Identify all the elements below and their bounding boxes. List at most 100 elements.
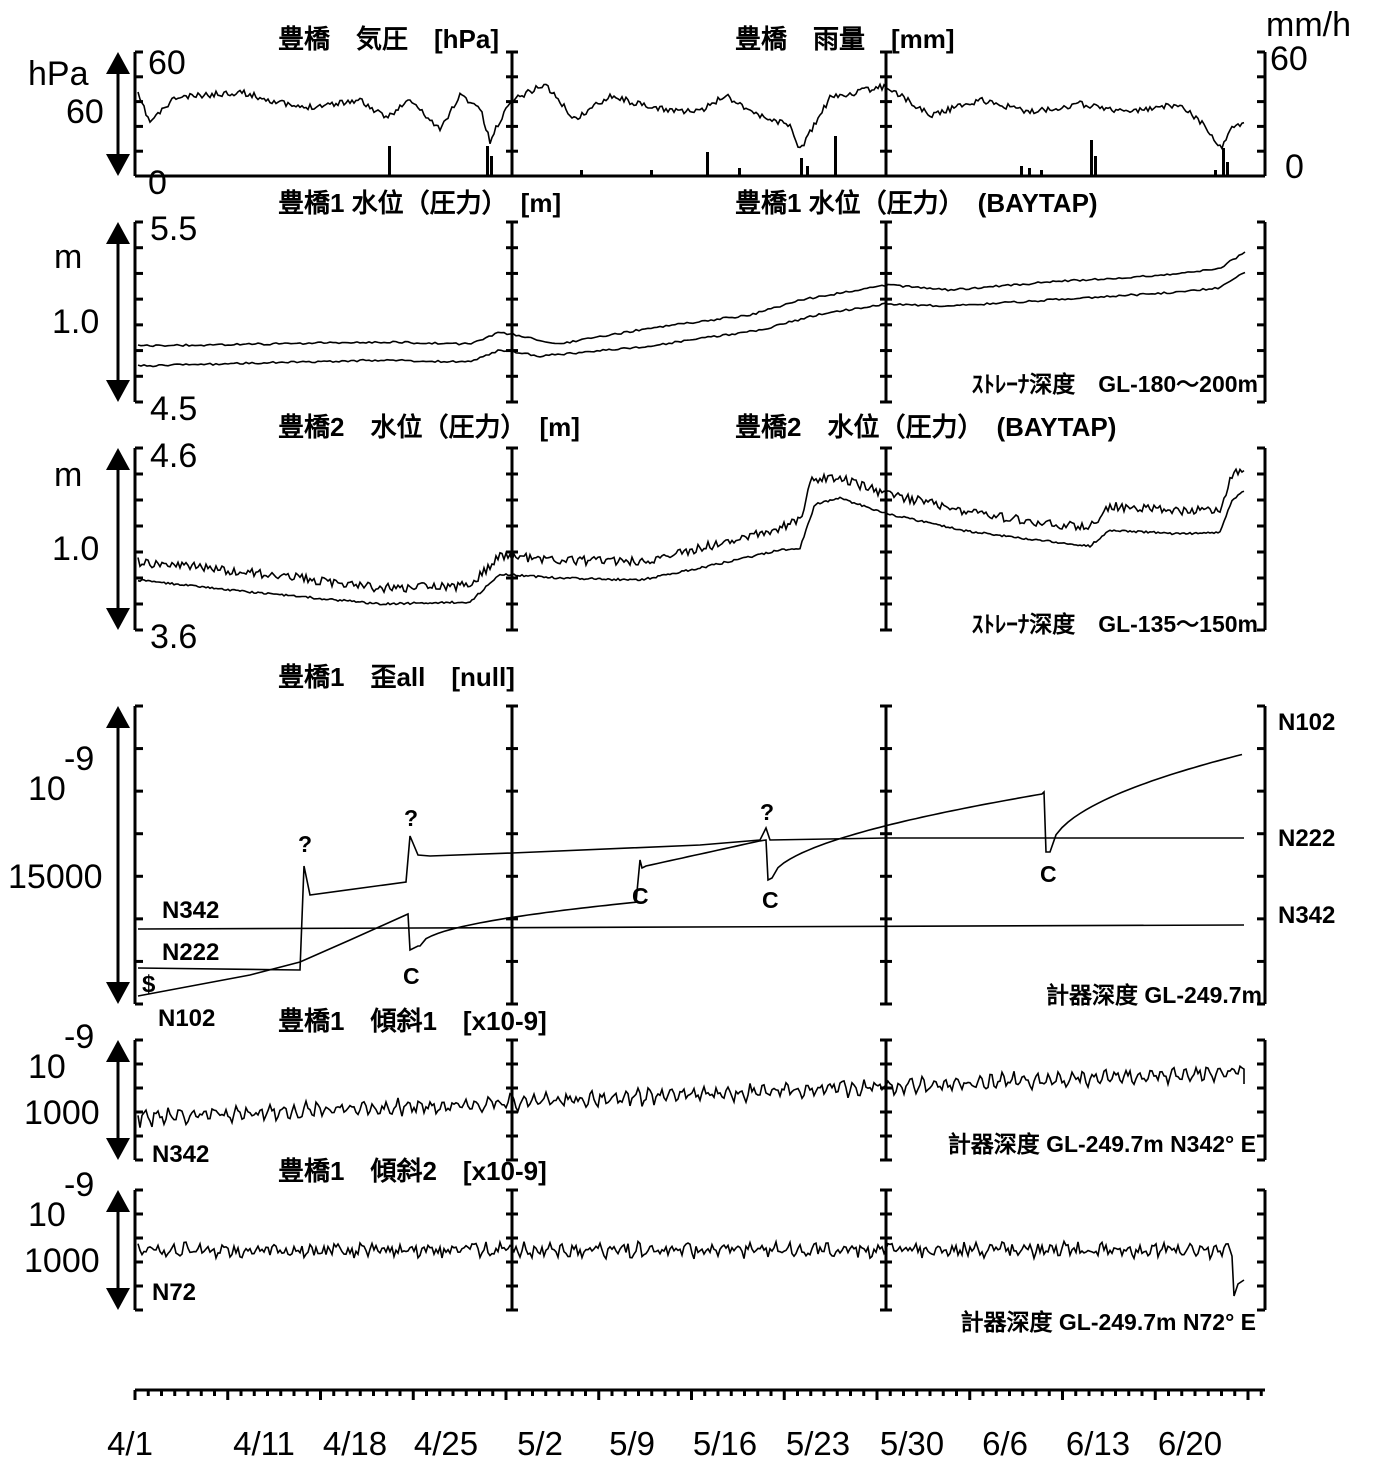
panel5-left-exp: -9 [64, 1018, 94, 1056]
date-label: 5/23 [786, 1425, 850, 1462]
rain-bar [738, 168, 741, 176]
panel6-left-base: 10 [28, 1196, 66, 1234]
annotation-question-1: ? [298, 831, 312, 857]
panel1-right-bottom: 0 [1285, 148, 1304, 186]
date-label: 5/9 [609, 1425, 655, 1462]
date-label: 6/6 [982, 1425, 1028, 1462]
date-label: 5/2 [517, 1425, 563, 1462]
panel3-left-bottom: 3.6 [150, 618, 197, 656]
panel3-left-top: 4.6 [150, 437, 197, 475]
annotation-question-2: ? [404, 805, 418, 831]
panel2-left-top: 5.5 [150, 210, 197, 248]
date-label: 5/16 [693, 1425, 757, 1462]
panel4-title: 豊橋1 歪all [null] [278, 662, 515, 692]
water-level-1-baytap-trace [137, 271, 1246, 368]
panel6-note: 計器深度 GL-249.7m N72° E [960, 1309, 1256, 1335]
rain-bar [1090, 140, 1093, 176]
water-level-2-baytap-trace [137, 490, 1245, 606]
rain-bar [1040, 170, 1043, 176]
panel3-left-mid: 1.0 [52, 530, 99, 568]
annotation-question-3: ? [760, 799, 774, 825]
rain-bar [806, 166, 809, 176]
panel3-title-right: 豊橋2 水位（圧力） (BAYTAP) [735, 412, 1116, 442]
panel2-title-right: 豊橋1 水位（圧力） (BAYTAP) [735, 188, 1098, 218]
panel4-left-mid: 15000 [8, 858, 103, 896]
panel6-title: 豊橋1 傾斜2 [x10-9] [278, 1156, 547, 1186]
panel5-series-label: N342 [152, 1141, 209, 1168]
date-label: 4/18 [323, 1425, 387, 1462]
panel1-title-left: 豊橋 気圧 [hPa] [278, 24, 499, 54]
date-label: 5/30 [880, 1425, 944, 1462]
panel5-title: 豊橋1 傾斜1 [x10-9] [278, 1006, 547, 1036]
panel1-title-right: 豊橋 雨量 [mm] [735, 24, 955, 54]
date-label: 4/25 [414, 1425, 478, 1462]
panel2-axes [106, 220, 1267, 404]
panel4-series-n222: N222 [162, 939, 219, 966]
rain-bar [1028, 168, 1031, 176]
panel2-left-bottom: 4.5 [150, 390, 197, 428]
panel2-left-mid: 1.0 [52, 303, 99, 341]
tilt-1-trace [137, 1064, 1245, 1128]
panel1-left-mid: 60 [66, 93, 104, 131]
rain-bar [706, 152, 709, 176]
rain-bar [1214, 170, 1217, 176]
panel4-note: 計器深度 GL-249.7m [1046, 982, 1262, 1008]
panel4-series-n102: N102 [158, 1005, 215, 1032]
panel-water-level-2: 豊橋2 水位（圧力） [m] 豊橋2 水位（圧力） (BAYTAP) m 4.6… [52, 412, 1267, 656]
rain-bar [1020, 166, 1023, 176]
date-label: 6/20 [1158, 1425, 1222, 1462]
panel6-axes [106, 1188, 1267, 1312]
annotation-c-1: C [403, 963, 420, 989]
panel5-left-base: 10 [28, 1048, 66, 1086]
panel-tilt-1: 豊橋1 傾斜1 [x10-9] 10 -9 1000 N342 計器深度 GL-… [24, 1006, 1267, 1168]
panel4-left-exp: -9 [64, 740, 94, 778]
date-labels: 4/1 4/11 4/18 4/25 5/2 5/9 5/16 5/23 5/30 6/6 6/13… [107, 1425, 1222, 1462]
rain-bars [388, 136, 1229, 176]
panel6-series-label: N72 [152, 1279, 196, 1306]
panel2-note: ｽﾄﾚｰﾅ深度 GL-180～200m [972, 371, 1258, 397]
rain-bar [490, 156, 493, 176]
panel3-left-unit: m [54, 456, 82, 494]
panel2-left-unit: m [54, 238, 82, 276]
panel5-left-mid: 1000 [24, 1094, 100, 1132]
rain-bar [580, 170, 583, 176]
panel4-right-label-n342: N342 [1278, 902, 1335, 929]
panel6-left-exp: -9 [64, 1166, 94, 1204]
panel2-title-left: 豊橋1 水位（圧力） [m] [278, 188, 561, 218]
date-label: 6/13 [1066, 1425, 1130, 1462]
panel4-left-base: 10 [28, 770, 66, 808]
panel1-axes [106, 50, 1267, 178]
strain-n102-trace [137, 753, 1243, 997]
rain-bar [486, 146, 489, 176]
rain-bar [388, 146, 391, 176]
panel3-axes [106, 446, 1267, 632]
date-label: 4/11 [233, 1425, 295, 1462]
panel3-note: ｽﾄﾚｰﾅ深度 GL-135～150m [972, 611, 1258, 637]
panel1-right-top: 60 [1270, 40, 1308, 78]
water-level-1-trace [137, 251, 1246, 348]
annotation-c-2: C [632, 883, 649, 909]
panel1-left-unit: hPa [28, 55, 89, 93]
rain-bar [834, 136, 837, 176]
strain-n222-trace [137, 825, 1244, 971]
panel4-series-n342: N342 [162, 897, 219, 924]
panel-strain: 豊橋1 歪all [null] 10 -9 15000 N102 N222 N3… [8, 662, 1335, 1032]
panel4-axes [106, 704, 1267, 1006]
pressure-trace [137, 82, 1245, 151]
date-axis: 4/1 4/11 4/18 4/25 5/2 5/9 5/16 5/23 5/30 6/6 6/13… [107, 1388, 1265, 1462]
rain-bar [800, 158, 803, 176]
panel1-left-bottom: 0 [148, 164, 167, 202]
date-label: 4/1 [107, 1425, 153, 1462]
panel-pressure-rain: 豊橋 気圧 [hPa] 豊橋 雨量 [mm] hPa 60 60 0 mm/h … [28, 6, 1351, 202]
panel1-right-unit: mm/h [1266, 6, 1351, 44]
date-axis-ticks [133, 1388, 1265, 1400]
panel4-series-dollar: $ [142, 971, 156, 998]
rain-bar [1094, 156, 1097, 176]
water-level-2-trace [137, 467, 1245, 595]
panel-water-level-1: 豊橋1 水位（圧力） [m] 豊橋1 水位（圧力） (BAYTAP) m 5.5… [52, 188, 1267, 428]
panel4-right-label-n102: N102 [1278, 709, 1335, 736]
annotation-c-3: C [762, 887, 779, 913]
annotation-c-4: C [1040, 861, 1057, 887]
panel3-title-left: 豊橋2 水位（圧力） [m] [278, 412, 580, 442]
panel4-right-label-n222: N222 [1278, 825, 1335, 852]
